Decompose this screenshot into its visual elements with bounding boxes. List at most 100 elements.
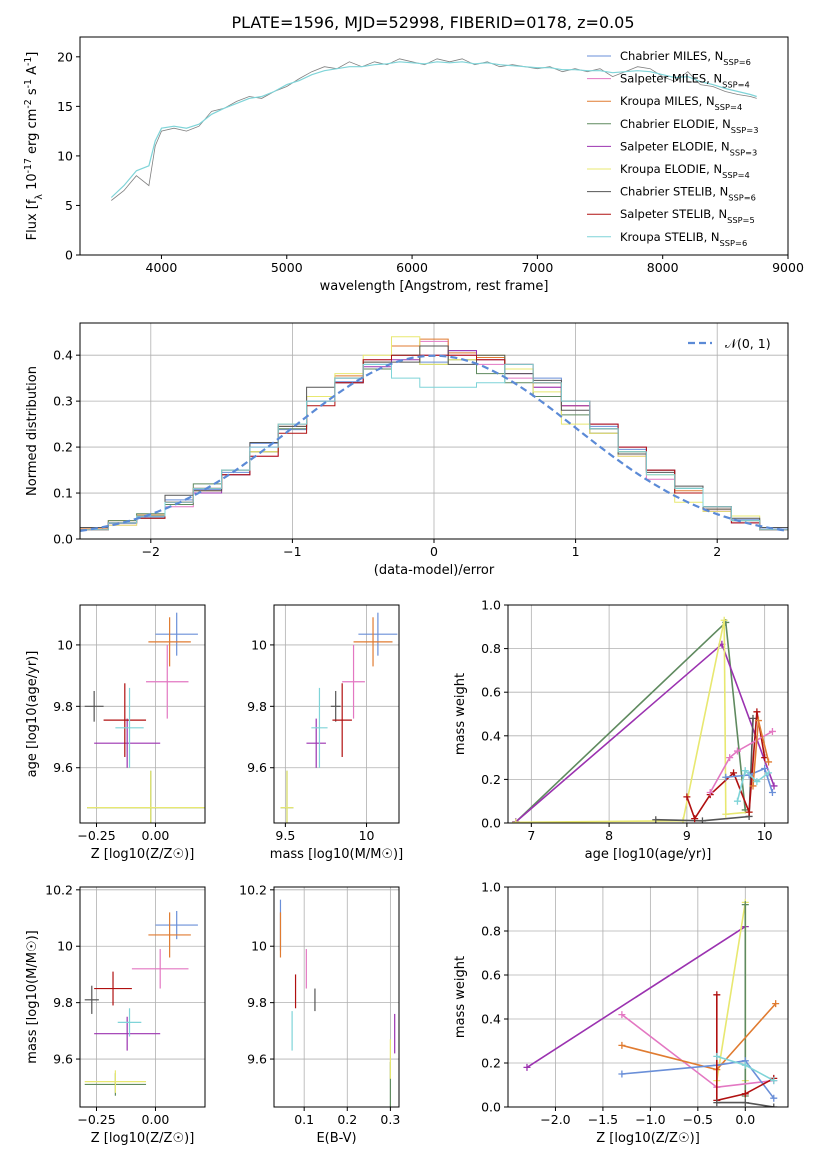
weight-point-chabrier-miles: [770, 1094, 778, 1102]
x-tick-label: 10: [359, 828, 375, 843]
y-tick-label: 0: [65, 248, 73, 263]
y-tick-label: 10: [57, 939, 73, 954]
weight-line-salpeter-elodie: [515, 642, 775, 823]
x-tick-label: 2: [713, 544, 721, 559]
weight-point-salpeter-stelib: [730, 769, 738, 777]
weight-point-salpeter-miles: [768, 727, 776, 735]
y-tick-label: 9.8: [53, 995, 73, 1010]
weight-point-kroupa-stelib: [765, 769, 773, 777]
y-tick-label: 10.2: [239, 882, 267, 897]
y-tick-label: 20: [57, 49, 73, 64]
legend-label: 𝒩(0, 1): [725, 336, 771, 351]
plot-area-weight-vs-Z: [508, 887, 788, 1107]
weight-point-salpeter-stelib: [753, 708, 761, 716]
y-axis-label: Flux [fλ​ 10-17​ erg cm-2​ s-1​ A-1​]: [23, 52, 45, 241]
weight-line-kroupa-miles: [621, 1003, 777, 1071]
x-axis-label: wavelength [Angstrom, rest frame]: [320, 279, 549, 294]
plot-area-age-vs-Z: [80, 605, 205, 823]
axes-frame: [507, 886, 789, 1108]
legend-label: Salpeter STELIB, NSSP=5​: [620, 207, 755, 225]
axes-frame: [79, 36, 789, 256]
y-tick-label: 15: [57, 99, 73, 114]
weight-point-kroupa-miles: [754, 717, 762, 725]
y-tick-label: 9.6: [53, 1052, 73, 1067]
y-axis-label: Normed distribution: [25, 366, 40, 496]
axes-frame: [79, 322, 789, 540]
figure-title: PLATE=1596, MJD=52998, FIBERID=0178, z=0…: [231, 13, 634, 32]
y-tick-label: 10: [57, 148, 73, 163]
weight-point-kroupa-stelib: [741, 1061, 749, 1069]
y-tick-label: 0.8: [481, 924, 501, 939]
panel-mass-vs-EBV: 0.1 0.2 0.3 9.6 9.8 10 10.2 E(B-V): [239, 882, 400, 1146]
panel-age-vs-mass: 9.5 10 9.6 9.8 10 mass [log10(M/M☉)]: [247, 604, 403, 862]
panel-residuals: −2 −1 0 1 2 0.0 0.1 0.2 0.3 0.4 (data-model)/error…: [25, 322, 789, 578]
weight-line-salpeter-elodie: [526, 925, 746, 1069]
legend-label: Kroupa MILES, NSSP=4​: [620, 94, 742, 112]
y-tick-label: 1.0: [481, 598, 501, 613]
x-tick-label: 0.1: [294, 1112, 314, 1127]
weight-point-salpeter-stelib: [691, 815, 699, 823]
weight-point-chabrier-stelib: [741, 1099, 749, 1107]
weight-point-kroupa-stelib: [753, 778, 761, 786]
x-tick-label: −0.5: [683, 1112, 713, 1127]
x-tick-label: 0.00: [142, 1112, 170, 1127]
weight-point-chabrier-elodie: [741, 901, 749, 909]
y-tick-label: 0.0: [481, 1100, 501, 1115]
x-axis-label: (data-model)/error: [374, 563, 495, 578]
legend-label: Chabrier MILES, NSSP=6​: [620, 49, 751, 67]
x-axis-label: mass [log10(M/M☉)]: [270, 847, 403, 862]
weight-point-chabrier-stelib: [652, 816, 660, 823]
x-tick-label: −2.0: [540, 1112, 570, 1127]
plot-area-spectrum: [110, 58, 757, 201]
x-tick-label: 0: [430, 544, 438, 559]
x-tick-label: 10: [757, 828, 773, 843]
weight-point-kroupa-elodie: [720, 616, 728, 624]
weight-point-salpeter-stelib: [713, 991, 721, 999]
x-tick-label: −1.0: [635, 1112, 665, 1127]
legend-label: Salpeter ELODIE, NSSP=3​: [620, 139, 757, 157]
x-tick-label: 4000: [146, 260, 178, 275]
weight-line-salpeter-miles: [709, 730, 773, 793]
weight-point-salpeter-stelib: [683, 793, 691, 801]
y-axis-label: mass weight: [453, 956, 468, 1038]
y-tick-label: 0.4: [481, 728, 501, 743]
plot-area-age-vs-mass: [274, 605, 399, 823]
x-axis-label: Z [log10(Z/Z☉)]: [91, 1131, 195, 1146]
y-tick-label: 0.4: [481, 1012, 501, 1027]
x-tick-label: 0.00: [142, 828, 170, 843]
y-tick-label: 9.8: [247, 699, 267, 714]
weight-point-salpeter-miles: [733, 747, 741, 755]
weight-point-salpeter-miles: [726, 754, 734, 762]
y-tick-label: 0.0: [481, 816, 501, 831]
y-tick-label: 0.2: [481, 772, 501, 787]
x-tick-label: 7: [527, 828, 535, 843]
x-axis-label: Z [log10(Z/Z☉)]: [91, 847, 195, 862]
weight-point-chabrier-miles: [618, 1070, 626, 1078]
weight-point-kroupa-elodie: [512, 818, 520, 823]
y-tick-label: 0.6: [481, 685, 501, 700]
weight-point-chabrier-miles: [761, 765, 769, 772]
x-tick-label: 9000: [772, 260, 804, 275]
weight-line-chabrier-miles: [621, 1059, 775, 1099]
x-tick-label: −1.5: [588, 1112, 618, 1127]
weight-line-salpeter-stelib: [715, 994, 775, 1102]
x-tick-label: 0.3: [380, 1112, 400, 1127]
y-axis-label: mass [log10(M/M☉)]: [25, 930, 40, 1063]
x-tick-label: 8000: [647, 260, 679, 275]
spectrum-model-line: [110, 61, 757, 198]
x-tick-label: 0.0: [735, 1112, 755, 1127]
axes-frame: [507, 604, 789, 824]
y-tick-label: 9.6: [247, 760, 267, 775]
y-tick-label: 10: [57, 637, 73, 652]
weight-point-salpeter-miles: [618, 1011, 626, 1019]
x-tick-label: 9: [683, 828, 691, 843]
x-tick-label: −2: [142, 544, 160, 559]
y-axis-label: mass weight: [453, 673, 468, 755]
weight-point-kroupa-stelib: [733, 797, 741, 805]
normal-distribution-curve: [80, 354, 788, 532]
y-tick-label: 9.6: [247, 1052, 267, 1067]
axes-frame: [273, 886, 400, 1108]
plot-area-mass-vs-EBV: [274, 887, 399, 1107]
weight-point-salpeter-stelib: [745, 808, 753, 816]
